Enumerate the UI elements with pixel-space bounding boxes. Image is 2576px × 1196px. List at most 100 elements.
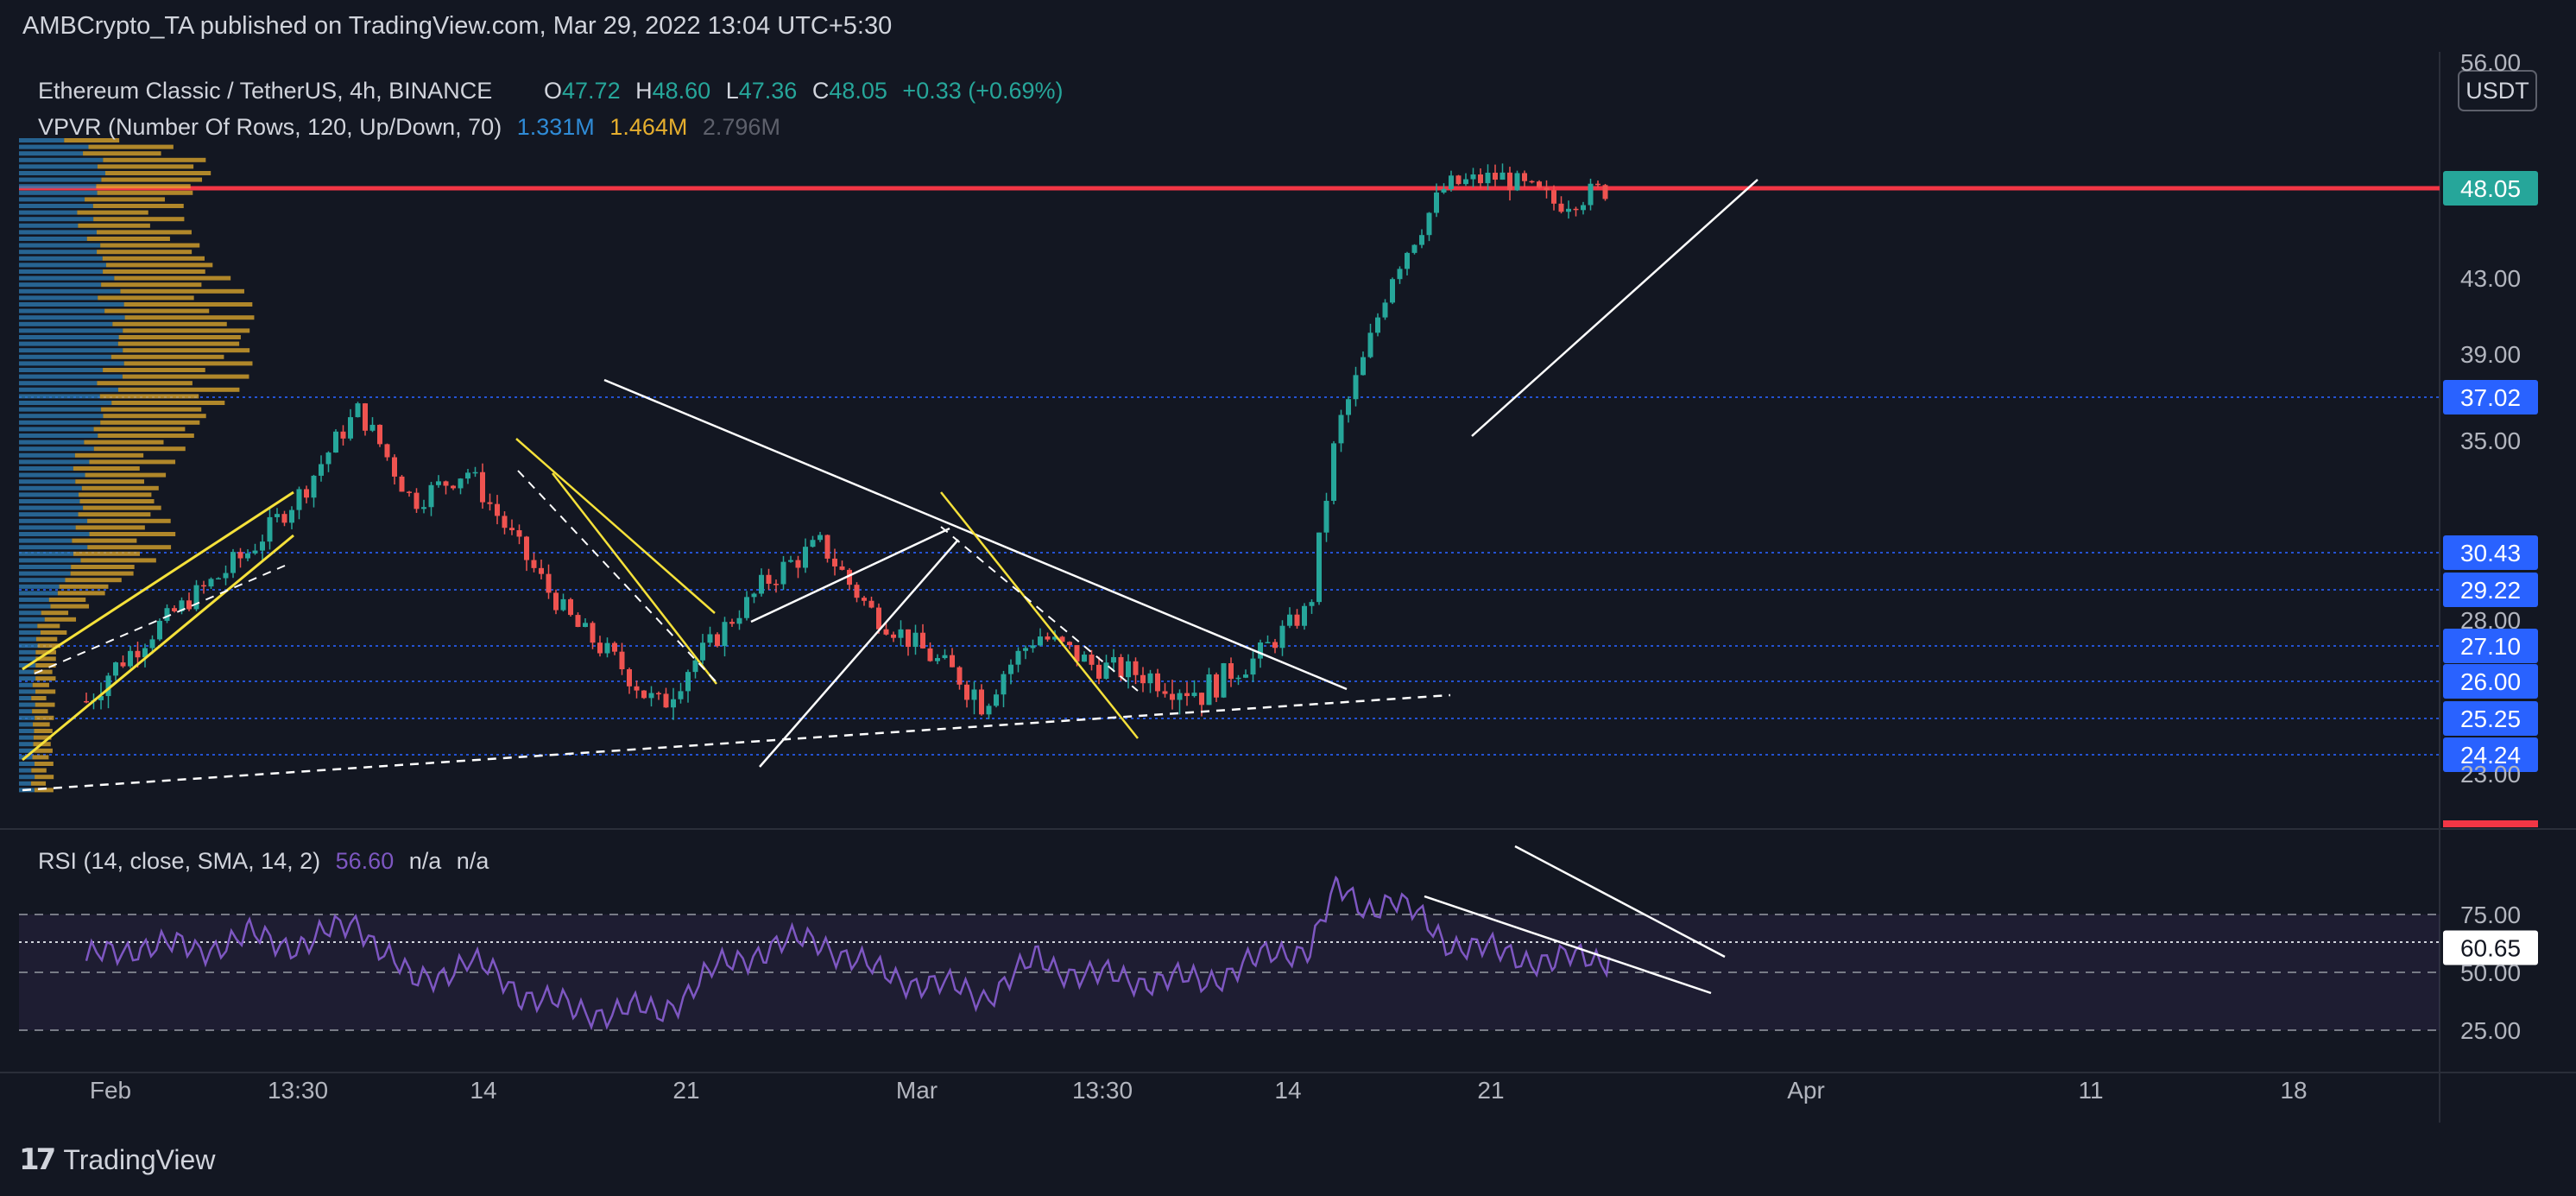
candle-body [994, 694, 999, 706]
time-tick-label: 21 [1477, 1077, 1504, 1104]
candle-body [868, 600, 874, 608]
candle-body [1045, 636, 1051, 640]
candle-body [539, 567, 544, 574]
vpvr-down-bar [37, 643, 61, 649]
candle-body [1126, 661, 1131, 678]
vpvr-up-bar [19, 308, 105, 313]
vpvr-up-bar [19, 237, 87, 241]
vpvr-up-bar [19, 512, 79, 517]
vpvr-up-bar [19, 617, 45, 622]
vpvr-up-bar [19, 742, 34, 747]
vpvr-up-bar [19, 532, 90, 536]
candle-body [1287, 614, 1292, 626]
trendline [552, 472, 717, 685]
vpvr-up-bar [19, 669, 35, 674]
candle-body [281, 514, 287, 523]
candle-body [986, 706, 992, 715]
trendline-drawings[interactable] [22, 179, 1758, 792]
candle-body [927, 648, 933, 661]
vpvr-down-bar [123, 302, 253, 307]
vpvr-up-bar [19, 433, 98, 438]
vpvr-down-bar [123, 348, 250, 353]
candle-body [1544, 187, 1550, 191]
candle-body [1338, 414, 1344, 444]
vpvr-up-bar [19, 190, 98, 195]
level-price-badge [2443, 535, 2538, 570]
vpvr-up-bar [19, 171, 105, 175]
vpvr-down-bar [75, 479, 144, 484]
vpvr-down-bar [83, 505, 161, 510]
time-axis[interactable]: Feb 13:30 14 21 Mar 13:30 14 21 Apr 11 18 [90, 1077, 2308, 1104]
vpvr-down-bar [104, 171, 212, 175]
candle-body [186, 600, 192, 610]
candle-body [1397, 269, 1403, 280]
vpvr-up-bar [19, 368, 104, 372]
rsi-tick-label: 50.00 [2460, 959, 2521, 986]
vpvr-up-bar [19, 558, 81, 563]
candle-body [1455, 175, 1462, 185]
candle-body [113, 662, 118, 676]
candle-body [1323, 500, 1329, 533]
candle-body [487, 502, 493, 504]
candle-body [898, 629, 904, 638]
candle-body [325, 452, 331, 465]
candle-body [663, 693, 669, 708]
candle-body [1602, 185, 1608, 199]
tradingview-logo[interactable]: 𝟭𝟳 TradingView [19, 1138, 215, 1181]
candle-body [1103, 662, 1109, 679]
rsi-current-badge [2443, 930, 2538, 965]
candle-body [1184, 693, 1190, 697]
vpvr-down-bar [103, 414, 206, 419]
candle-body [436, 481, 441, 485]
vpvr-down-bar [123, 361, 253, 366]
vpvr-down-bar [33, 722, 50, 727]
vpvr-down-bar [89, 532, 176, 536]
candle-body [1111, 656, 1116, 663]
vpvr-up-bar [19, 722, 34, 727]
vpvr-up-bar [19, 354, 111, 359]
candle-body [1279, 625, 1285, 649]
candle-body [935, 658, 940, 661]
price-tick-label: 56.00 [2460, 49, 2521, 76]
trendline [22, 490, 294, 671]
candle-body [612, 642, 617, 652]
trendline [940, 491, 1139, 739]
vpvr-up-bar [19, 762, 35, 766]
vpvr-up-bar [19, 256, 103, 261]
vpvr-down-bar [88, 144, 174, 149]
candle-body [428, 484, 434, 508]
vpvr-up-bar [19, 414, 104, 419]
vpvr-up-bar [19, 164, 98, 169]
candle-body [1038, 636, 1043, 646]
vpvr-down-bar [112, 321, 227, 326]
vpvr-down-bar [85, 472, 167, 478]
vpvr-down-bar [37, 623, 60, 629]
vpvr-down-bar [72, 538, 137, 543]
candle-body [1191, 693, 1197, 697]
candle-body [1089, 655, 1095, 665]
vpvr-down-bar [114, 275, 231, 281]
price-axis[interactable]: 56.00 48.05 43.00 39.00 37.02 35.00 30.43 29.22… [2443, 49, 2538, 827]
vpvr-down-bar [93, 427, 186, 432]
vpvr-up-bar [19, 427, 94, 432]
trendline [750, 527, 950, 623]
currency-badge[interactable] [2458, 70, 2537, 111]
candle-body [920, 632, 925, 649]
vpvr-down-bar [31, 696, 47, 700]
vpvr-down-bar [34, 788, 54, 793]
candle-body [1449, 175, 1454, 189]
vpvr-up-bar [19, 184, 97, 189]
candle-body [1162, 691, 1168, 694]
candle-body [553, 592, 559, 611]
candle-body [1353, 375, 1359, 400]
candle-body [604, 642, 610, 654]
candle-body [333, 431, 338, 453]
rsi-trendlines[interactable] [1424, 845, 1726, 995]
candle-body [824, 535, 830, 559]
vpvr-down-bar [32, 682, 49, 687]
candle-body [245, 553, 250, 559]
candle-body [906, 629, 911, 648]
vpvr-up-bar [19, 689, 35, 694]
